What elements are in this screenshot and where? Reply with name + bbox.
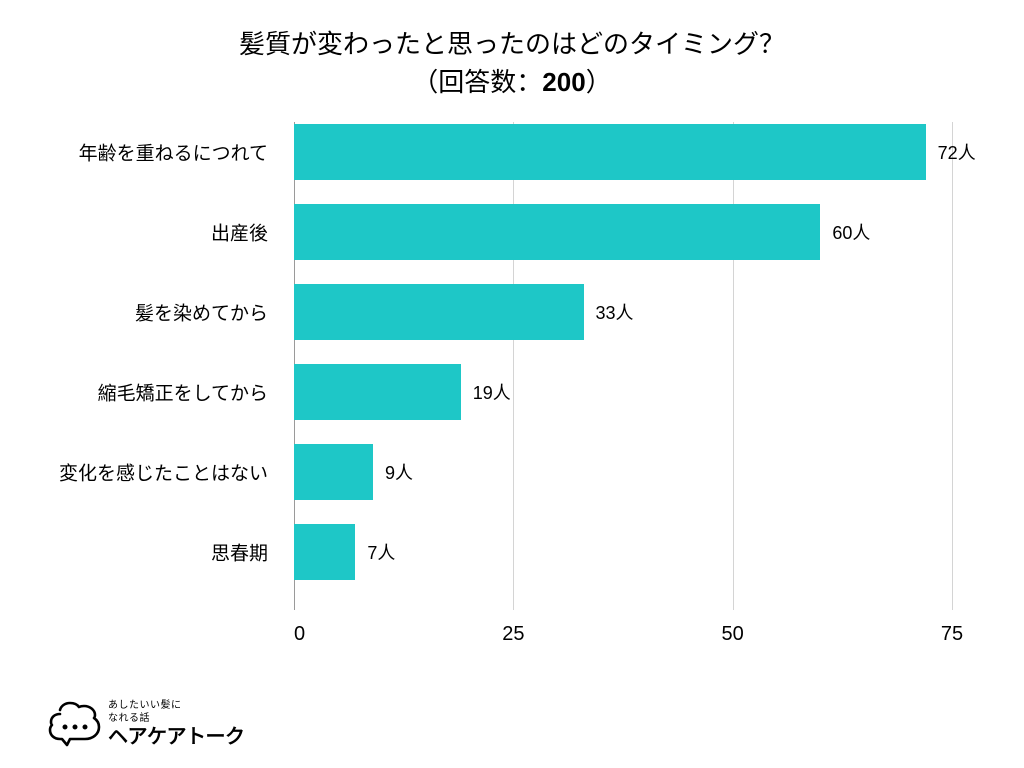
category-label: 髪を染めてから [135, 299, 294, 326]
x-tick: 25 [502, 623, 524, 646]
category-label: 思春期 [211, 539, 294, 566]
category-label: 縮毛矯正をしてから [98, 379, 294, 406]
bar-value: 19人 [473, 379, 511, 405]
bar-value: 9人 [385, 459, 413, 485]
bar-row: 変化を感じたことはない9人 [294, 444, 952, 500]
logo-tagline-2: なれる話 [108, 714, 245, 724]
logo-text: あしたいい髪に なれる話 ヘアケアトーク [108, 701, 245, 747]
logo-tagline-1: あしたいい髪に [108, 701, 245, 711]
x-tick: 75 [941, 623, 963, 646]
bar-row: 思春期7人 [294, 524, 952, 580]
bar-value: 60人 [832, 219, 870, 245]
bar-chart: 0255075年齢を重ねるにつれて72人出産後60人髪を染めてから33人縮毛矯正… [78, 122, 958, 652]
chart-title: 髪質が変わったと思ったのはどのタイミング？ （回答数：200） [0, 26, 1024, 101]
speech-bubble-icon [48, 700, 102, 748]
x-tick: 0 [294, 623, 305, 646]
bar [294, 284, 584, 340]
bar [294, 444, 373, 500]
bar-value: 7人 [367, 539, 395, 565]
plot-area: 0255075年齢を重ねるにつれて72人出産後60人髪を染めてから33人縮毛矯正… [294, 122, 952, 610]
title-line2-suffix: ） [586, 67, 612, 97]
category-label: 年齢を重ねるにつれて [79, 139, 294, 166]
brand-logo: あしたいい髪に なれる話 ヘアケアトーク [48, 700, 245, 748]
category-label: 出産後 [211, 219, 294, 246]
bar-value: 72人 [938, 139, 976, 165]
bar-value: 33人 [596, 299, 634, 325]
logo-brand: ヘアケアトーク [108, 727, 245, 747]
bar-row: 年齢を重ねるにつれて72人 [294, 124, 952, 180]
bar [294, 364, 461, 420]
grid-line [952, 122, 953, 610]
bar-row: 出産後60人 [294, 204, 952, 260]
bar-row: 縮毛矯正をしてから19人 [294, 364, 952, 420]
bar [294, 204, 820, 260]
bar-row: 髪を染めてから33人 [294, 284, 952, 340]
category-label: 変化を感じたことはない [59, 459, 294, 486]
title-line2-prefix: （回答数： [412, 67, 542, 97]
title-line1: 髪質が変わったと思ったのはどのタイミング？ [239, 29, 785, 59]
title-n: 200 [542, 67, 585, 97]
bar [294, 124, 926, 180]
bar [294, 524, 355, 580]
x-tick: 50 [722, 623, 744, 646]
